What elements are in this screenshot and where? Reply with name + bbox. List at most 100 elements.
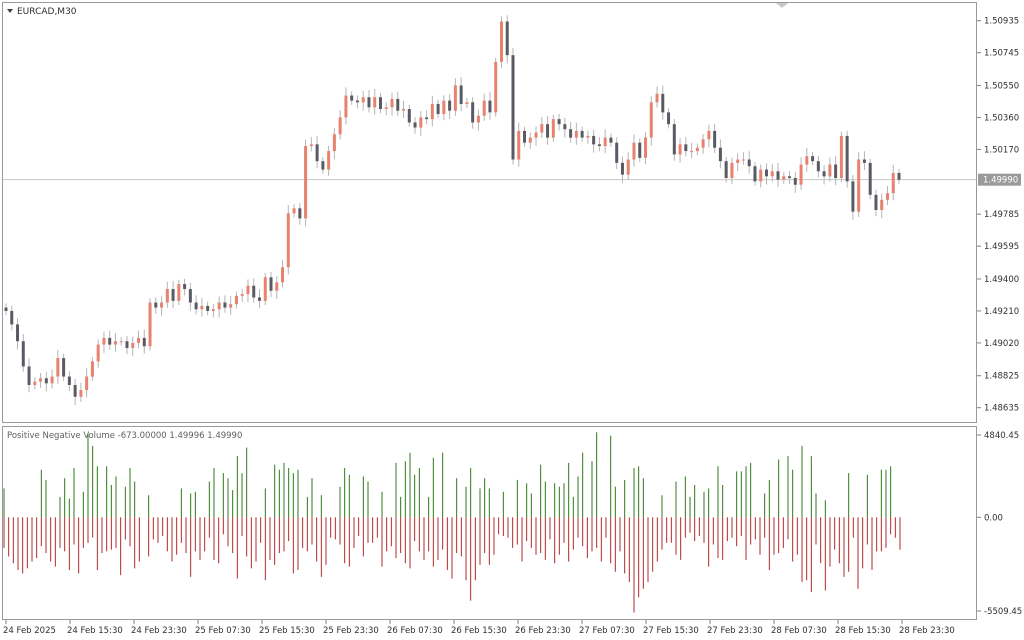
- shift-marker-icon[interactable]: [776, 3, 788, 8]
- candle-body: [805, 156, 809, 165]
- candle-body: [67, 376, 71, 385]
- candle-body: [678, 144, 682, 155]
- candle-body: [488, 100, 492, 113]
- candle-body: [413, 122, 417, 128]
- candle-body: [448, 100, 452, 111]
- candle-body: [113, 341, 117, 345]
- candle-body: [793, 178, 797, 185]
- price-tick-label: 1.49020: [984, 339, 1019, 349]
- price-panel[interactable]: [3, 15, 976, 406]
- candle-body: [4, 307, 8, 311]
- time-tick-label: 24 Feb 2025: [3, 626, 56, 636]
- candle-body: [217, 302, 221, 310]
- price-tick-label: 1.49210: [984, 307, 1019, 317]
- candle-body: [436, 103, 440, 115]
- candle-body: [592, 135, 596, 145]
- candle-body: [707, 130, 711, 140]
- price-panel-frame: [2, 2, 977, 423]
- candle-body: [465, 102, 469, 104]
- candle-body: [390, 98, 394, 108]
- candle-body: [327, 151, 331, 170]
- candle-body: [563, 124, 567, 130]
- candle-body: [62, 358, 66, 377]
- candle-body: [344, 95, 348, 118]
- candle-body: [747, 159, 751, 167]
- chevron-down-icon[interactable]: [7, 9, 13, 13]
- candle-body: [811, 156, 815, 162]
- candle-body: [597, 144, 601, 147]
- time-tick-label: 24 Feb 15:30: [67, 626, 123, 636]
- candle-body: [355, 100, 359, 103]
- candle-body: [724, 161, 728, 179]
- candle-body: [557, 119, 561, 125]
- candle-body: [125, 341, 129, 348]
- volume-tick-label: 4840.45: [984, 431, 1019, 441]
- time-tick-label: 28 Feb 07:30: [771, 626, 827, 636]
- candle-body: [154, 302, 158, 308]
- candle-body: [119, 341, 123, 343]
- candle-body: [137, 337, 141, 343]
- candle-body: [736, 159, 740, 163]
- candle-body: [160, 302, 164, 308]
- candle-body: [667, 112, 671, 125]
- candle-body: [85, 376, 89, 391]
- candle-body: [453, 85, 457, 111]
- candle-body: [10, 310, 14, 325]
- time-tick-label: 25 Feb 15:30: [259, 626, 315, 636]
- candle-body: [499, 21, 503, 62]
- candle-body: [79, 390, 83, 397]
- price-tick-label: 1.49785: [984, 210, 1019, 220]
- candle-body: [885, 193, 889, 200]
- candle-body: [649, 102, 653, 138]
- candle-body: [240, 294, 244, 296]
- candle-body: [246, 285, 250, 295]
- time-tick-label: 24 Feb 23:30: [131, 626, 187, 636]
- candle-body: [44, 378, 48, 384]
- candle-body: [332, 134, 336, 152]
- candle-body: [211, 309, 215, 311]
- candle-body: [384, 107, 388, 110]
- candle-body: [540, 124, 544, 133]
- candle-body: [574, 130, 578, 138]
- candle-body: [868, 162, 872, 195]
- candle-body: [16, 324, 20, 342]
- candle-body: [407, 109, 411, 123]
- candle-body: [701, 139, 705, 148]
- candle-body: [252, 285, 256, 298]
- candle-body: [862, 159, 866, 163]
- candle-body: [511, 55, 515, 160]
- candle-body: [851, 181, 855, 212]
- candle-body: [425, 117, 429, 120]
- candle-body: [171, 289, 175, 301]
- time-tick-label: 25 Feb 23:30: [323, 626, 379, 636]
- candle-body: [534, 132, 538, 138]
- candle-body: [638, 142, 642, 158]
- time-tick-label: 27 Feb 07:30: [579, 626, 635, 636]
- candle-body: [482, 100, 486, 116]
- price-tick-label: 1.48635: [984, 404, 1019, 414]
- candle-body: [523, 130, 527, 143]
- candle-body: [891, 172, 895, 194]
- time-tick-label: 26 Feb 15:30: [451, 626, 507, 636]
- candle-body: [839, 135, 843, 179]
- candle-body: [799, 164, 803, 185]
- candle-body: [845, 135, 849, 182]
- candle-body: [183, 284, 187, 290]
- candle-body: [96, 344, 100, 362]
- candle-body: [304, 146, 308, 219]
- candle-body: [56, 358, 60, 377]
- volume-panel[interactable]: [3, 432, 901, 613]
- candle-body: [822, 171, 826, 177]
- price-tick-label: 1.48825: [984, 372, 1019, 382]
- candle-body: [378, 97, 382, 110]
- candle-body: [782, 176, 786, 180]
- candle-body: [33, 381, 37, 385]
- candle-body: [442, 100, 446, 115]
- candle-body: [788, 176, 792, 179]
- candle-body: [857, 159, 861, 212]
- candle-body: [471, 102, 475, 123]
- candle-body: [626, 159, 630, 175]
- time-tick-label: 28 Feb 23:30: [899, 626, 955, 636]
- candle-body: [517, 130, 521, 160]
